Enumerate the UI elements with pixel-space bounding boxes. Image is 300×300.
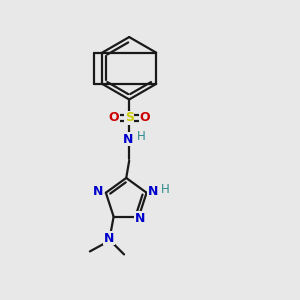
Text: N: N	[122, 133, 133, 146]
Text: O: O	[108, 111, 119, 124]
Text: N: N	[135, 212, 146, 225]
Text: N: N	[148, 185, 158, 198]
Text: H: H	[137, 130, 146, 143]
Text: H: H	[160, 183, 169, 196]
Text: O: O	[139, 111, 150, 124]
Text: S: S	[125, 111, 134, 124]
Text: N: N	[93, 185, 103, 198]
Text: N: N	[104, 232, 114, 244]
